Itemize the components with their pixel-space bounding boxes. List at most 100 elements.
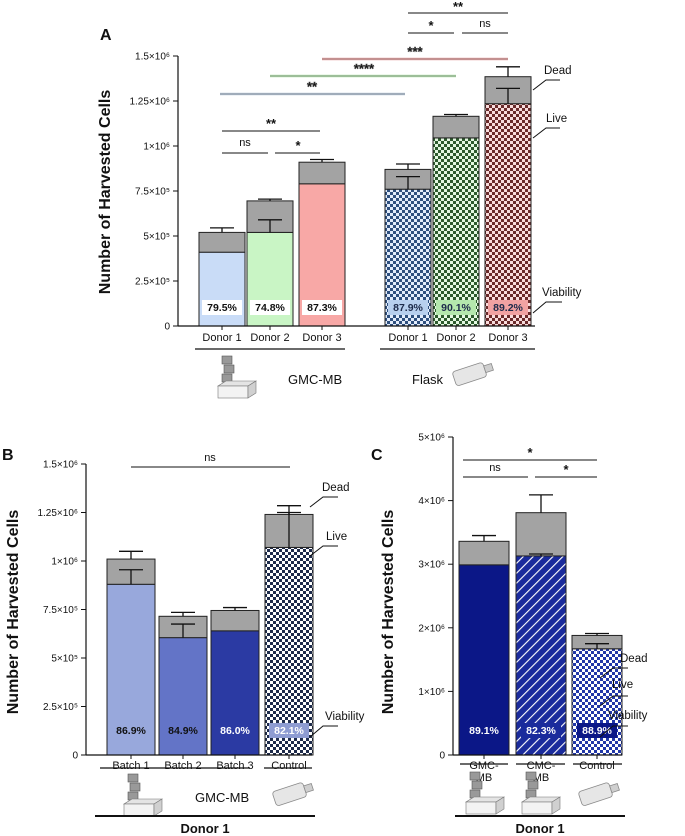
sig-label: ns: [479, 18, 491, 30]
x-tick-label: Donor 1: [388, 332, 427, 344]
bar-dead: [298, 161, 346, 185]
panel-a-x-axis: Donor 1 Donor 2 Donor 3 Donor 1 Donor 2 Donor…: [178, 325, 535, 344]
y-tick-label: 0: [72, 751, 78, 762]
annotation-live: Live: [546, 113, 567, 125]
panel-a: Number of Harvested Cells 0 2.5×10⁵ 5×10⁵ 7…: [97, 0, 582, 399]
panel-c-y-axis-title: Number of Harvested Cells: [380, 510, 397, 715]
viability-label: 87.3%: [307, 302, 337, 314]
y-tick-label: 3×10⁶: [418, 560, 445, 571]
x-tick-label: Donor 1: [202, 332, 241, 344]
bar-live: [571, 648, 623, 756]
panel-b-bars: 86.9% 84.9% 86.0% 82.1%: [106, 505, 314, 756]
viability-label-bg: [202, 300, 242, 315]
flask-icon: [452, 362, 494, 386]
panel-a-bars: 79.5% 74.8% 87.3% 87.9% 90.1% 89.2%: [198, 66, 532, 327]
y-tick-label: 0: [164, 322, 170, 333]
x-tick-label: Batch 3: [216, 760, 253, 772]
panel-letter-b: B: [2, 447, 14, 464]
x-tick-label: Control: [579, 760, 614, 772]
panel-a-y-axis: 0 2.5×10⁵ 5×10⁵ 7.5×10⁵ 1×10⁶ 1.25×10⁶ 1.5×10⁶: [129, 52, 179, 333]
viability-label-bg: [269, 723, 309, 738]
sig-label: **: [307, 79, 318, 94]
panel-a-y-axis-title: Number of Harvested Cells: [97, 90, 114, 295]
bar-live: [264, 546, 314, 756]
bioreactor-icon: [464, 771, 506, 815]
viability-label: 84.9%: [168, 725, 198, 737]
viability-label-bg: [521, 723, 561, 738]
x-tick-label: Donor 3: [488, 332, 527, 344]
bioreactor-icon: [520, 771, 562, 815]
y-tick-label: 1.5×10⁶: [43, 460, 78, 471]
panel-letter-a: A: [100, 27, 112, 44]
y-tick-label: 2.5×10⁵: [43, 702, 78, 713]
sig-label: **: [266, 116, 277, 131]
viability-label: 88.9%: [582, 725, 612, 737]
bar-dead: [432, 115, 480, 139]
viability-label-bg: [436, 300, 476, 315]
panel-b-annotations: Dead Live Viability: [309, 482, 365, 738]
panel-c-annotations: Dead Live Viability: [599, 653, 648, 738]
panel-a-sig-group2: ** * ns: [408, 0, 508, 34]
sig-label: **: [453, 0, 464, 14]
viability-label: 86.9%: [116, 725, 146, 737]
y-tick-label: 5×10⁵: [143, 232, 170, 243]
panel-a-annotations: Dead Live Viability: [532, 65, 582, 314]
bar-dead: [198, 231, 246, 253]
viability-label: 89.2%: [493, 302, 523, 314]
viability-label: 89.1%: [469, 725, 499, 737]
x-tick-label: Batch 1: [112, 760, 149, 772]
group-label-flask: Flask: [412, 372, 444, 387]
donor-label: Donor 1: [180, 821, 229, 836]
panel-c-bars: 89.1% 82.3% 88.9%: [458, 494, 623, 756]
y-tick-label: 0: [439, 751, 445, 762]
panel-b-y-axis: 0 2.5×10⁵ 5×10⁵ 7.5×10⁵ 1×10⁶ 1.25×10⁶ 1.5×10⁶: [37, 460, 87, 762]
y-tick-label: 1.25×10⁶: [129, 97, 170, 108]
viability-label-bg: [302, 300, 342, 315]
x-tick-label: GMC-: [469, 760, 499, 772]
y-tick-label: 1×10⁶: [51, 557, 78, 568]
bar-dead: [458, 540, 510, 566]
panel-letter-c: C: [371, 447, 383, 464]
viability-label: 79.5%: [207, 302, 237, 314]
flask-icon: [272, 782, 314, 806]
annotation-viability: Viability: [325, 711, 365, 723]
bioreactor-icon: [216, 355, 258, 399]
annotation-viability: Viability: [608, 710, 648, 722]
sig-label: ***: [407, 44, 423, 59]
y-tick-label: 7.5×10⁵: [43, 605, 78, 616]
viability-label: 82.1%: [274, 725, 304, 737]
sig-label: *: [563, 462, 569, 477]
sig-label: *: [295, 138, 301, 153]
annotation-dead: Dead: [620, 653, 648, 665]
viability-label: 82.3%: [526, 725, 556, 737]
sig-label: *: [428, 18, 434, 33]
bar-live: [515, 555, 567, 756]
viability-label-bg: [488, 300, 528, 315]
annotation-dead: Dead: [544, 65, 572, 77]
x-tick-label: Batch 2: [164, 760, 201, 772]
y-tick-label: 1×10⁶: [418, 687, 445, 698]
y-tick-label: 2.5×10⁵: [135, 277, 170, 288]
y-tick-label: 2×10⁶: [418, 623, 445, 634]
viability-label: 90.1%: [441, 302, 471, 314]
y-tick-label: 5×10⁶: [418, 433, 445, 444]
sig-label: ****: [354, 61, 375, 76]
viability-label: 87.9%: [393, 302, 423, 314]
x-tick-label: CMC-: [527, 760, 556, 772]
y-tick-label: 1.5×10⁶: [135, 52, 170, 63]
x-tick-label: Donor 2: [250, 332, 289, 344]
bar-dead: [210, 609, 260, 632]
y-tick-label: 1×10⁶: [143, 142, 170, 153]
viability-label: 74.8%: [255, 302, 285, 314]
x-tick-label: Donor 3: [302, 332, 341, 344]
panel-b-x-axis: Batch 1 Batch 2 Batch 3 Control: [86, 754, 312, 772]
flask-icon: [578, 782, 620, 806]
bar-live: [484, 103, 532, 327]
group-label-gmc-mb: GMC-MB: [195, 790, 249, 805]
viability-label-bg: [388, 300, 428, 315]
panel-a-sig-group1: ** ns *: [222, 116, 320, 154]
x-tick-label: Donor 2: [436, 332, 475, 344]
donor-label: Donor 1: [515, 821, 564, 836]
